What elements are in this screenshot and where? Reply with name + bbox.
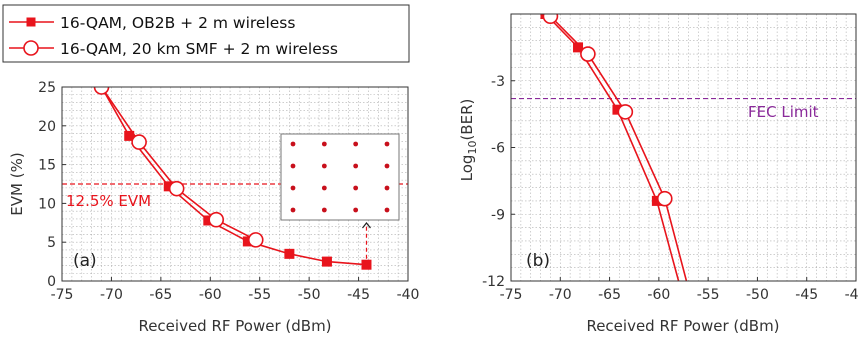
x-tick-label: -60 — [647, 287, 670, 303]
constellation-point — [290, 141, 296, 147]
x-tick-label: -50 — [298, 287, 321, 303]
constellation-point — [321, 207, 327, 213]
constellation-point — [290, 185, 296, 191]
ticks-a: -75 -70 -65 -60 -55 -50 -45 -40 0 5 10 15 20 25 — [38, 80, 419, 303]
inset-arrow-head — [362, 222, 371, 229]
data-point-square — [361, 259, 372, 270]
panel-label-b: (b) — [526, 251, 550, 271]
threshold-label-a: 12.5% EVM — [66, 192, 151, 210]
x-axis-label-b: Received RF Power (dBm) — [586, 317, 779, 335]
x-tick-label: -45 — [347, 287, 370, 303]
y-tick-label: -12 — [482, 274, 505, 290]
constellation-point — [384, 185, 390, 191]
legend: 16-QAM, OB2B + 2 m wireless 16-QAM, 20 k… — [2, 4, 410, 63]
y-tick-label: -9 — [491, 207, 505, 223]
constellation-point — [353, 141, 359, 147]
y-tick-label: 5 — [47, 235, 56, 251]
x-tick-label: -55 — [248, 287, 271, 303]
constellation-point — [384, 163, 390, 169]
data-point-circle — [93, 87, 110, 95]
y-tick-label: 0 — [47, 274, 56, 290]
legend-box — [2, 4, 410, 63]
y-label-b-main: Log — [458, 155, 476, 182]
y-axis-label-a: EVM (%) — [8, 152, 26, 215]
grid-a — [62, 87, 408, 281]
panel-label-a: (a) — [73, 251, 97, 271]
chart-b: -75 -70 -65 -60 -55 -50 -45 -40 -3 -6 -9 -12 (b) FE… — [458, 13, 859, 335]
y-tick-label: 10 — [38, 196, 56, 212]
data-point-circle — [168, 180, 185, 197]
constellation-point — [290, 163, 296, 169]
constellation-point — [321, 141, 327, 147]
data-point-square — [124, 130, 135, 141]
y-tick-label: 15 — [38, 158, 56, 174]
x-tick-label: -55 — [697, 287, 720, 303]
constellation-point — [353, 207, 359, 213]
y-tick-label: 25 — [38, 80, 56, 96]
data-point-square — [284, 248, 295, 259]
constellation-inset — [280, 133, 400, 259]
legend-marker-square — [26, 17, 36, 27]
x-tick-label: -50 — [746, 287, 769, 303]
x-tick-label: -70 — [100, 287, 123, 303]
y-tick-label: 20 — [38, 119, 56, 135]
legend-label-smf: 16-QAM, 20 km SMF + 2 m wireless — [60, 40, 338, 58]
x-axis-label-a: Received RF Power (dBm) — [138, 317, 331, 335]
x-tick-label: -60 — [199, 287, 222, 303]
ticks-b: -75 -70 -65 -60 -55 -50 -45 -40 -3 -6 -9 -12 — [482, 74, 859, 303]
series-a — [93, 87, 372, 270]
y-tick-label: -6 — [491, 141, 505, 157]
y-axis-label-b: Log10(BER) — [458, 99, 479, 182]
grid-b — [511, 14, 856, 281]
chart-a: -75 -70 -65 -60 -55 -50 -45 -40 0 5 10 15 20 25 (a) 1… — [8, 80, 419, 335]
constellation-point — [353, 163, 359, 169]
x-tick-label: -45 — [795, 287, 818, 303]
x-tick-label: -40 — [845, 287, 859, 303]
data-point-square — [612, 104, 623, 115]
y-tick-label: -3 — [491, 74, 505, 90]
constellation-point — [384, 207, 390, 213]
inset-box — [280, 133, 400, 221]
data-point-circle — [208, 211, 225, 228]
x-tick-label: -65 — [598, 287, 621, 303]
data-point-square — [651, 195, 662, 206]
series-b — [540, 14, 688, 281]
axes-box-a — [61, 86, 409, 282]
legend-marker-circle — [23, 40, 39, 56]
data-point-circle — [247, 232, 264, 248]
x-tick-label: -65 — [149, 287, 172, 303]
constellation-point — [290, 207, 296, 213]
constellation-point — [384, 141, 390, 147]
x-tick-label: -40 — [397, 287, 420, 303]
legend-label-ob2b: 16-QAM, OB2B + 2 m wireless — [60, 14, 295, 32]
constellation-point — [321, 163, 327, 169]
data-point-circle — [617, 104, 634, 120]
data-point-circle — [131, 134, 147, 150]
x-tick-label: -75 — [51, 287, 74, 303]
x-tick-label: -70 — [549, 287, 572, 303]
constellation-point — [353, 185, 359, 191]
data-point-square — [203, 215, 214, 226]
x-tick-label: -75 — [500, 287, 523, 303]
data-point-square — [242, 236, 253, 247]
fec-limit-label: FEC Limit — [748, 103, 819, 121]
data-point-circle — [542, 14, 559, 25]
y-label-b-sub: 10 — [466, 141, 479, 155]
data-point-circle — [580, 46, 596, 62]
data-point-square — [321, 256, 332, 267]
y-label-b-tail: (BER) — [458, 99, 476, 141]
constellation-point — [321, 185, 327, 191]
data-point-square — [573, 42, 584, 53]
data-point-square — [163, 181, 174, 192]
data-point-circle — [656, 190, 673, 207]
